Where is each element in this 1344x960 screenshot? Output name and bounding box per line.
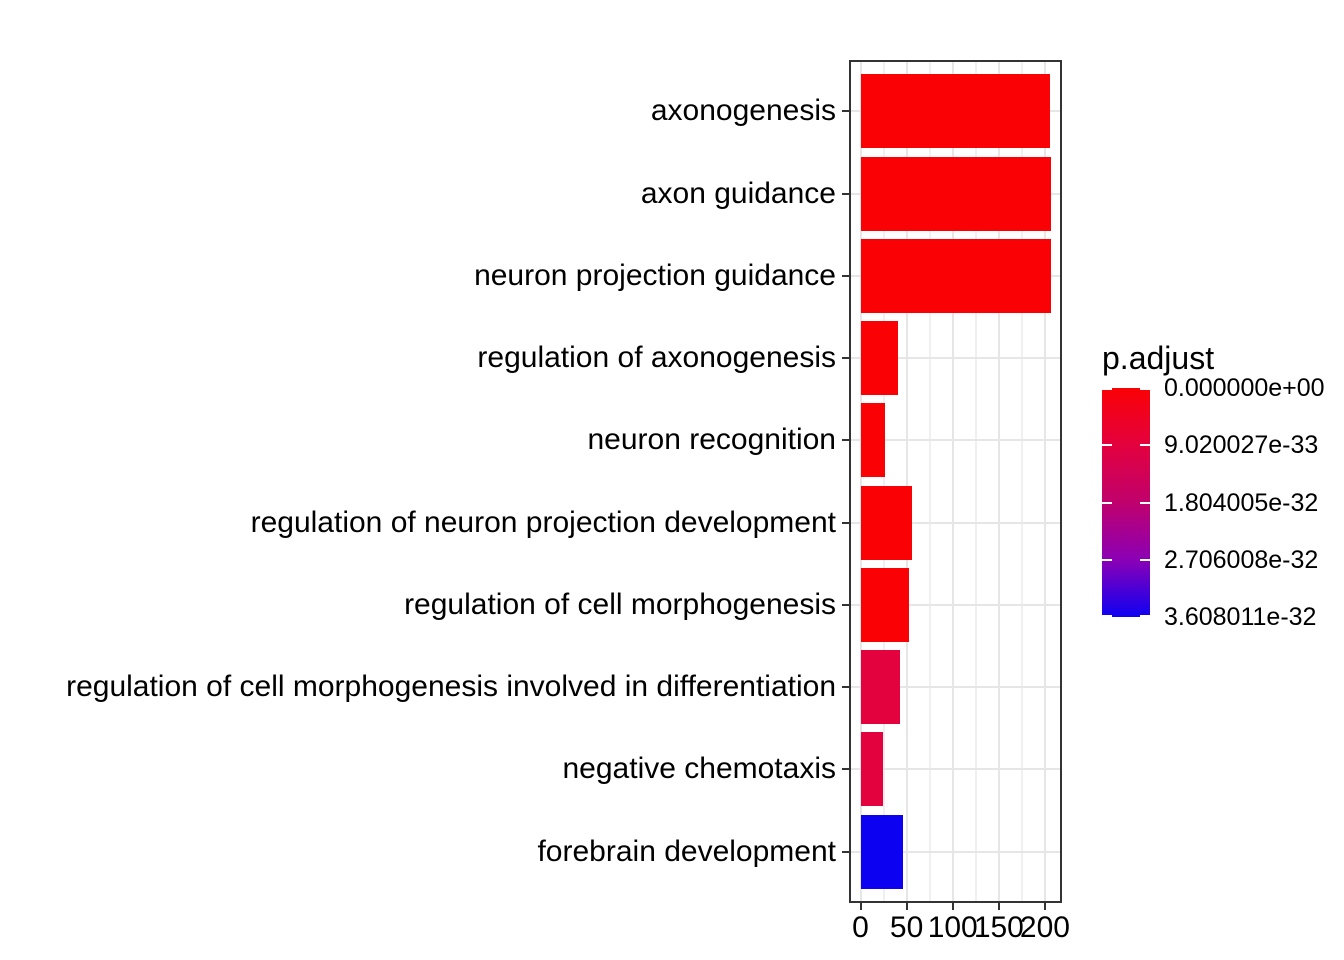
gridline-horizontal-major bbox=[851, 603, 1060, 606]
x-axis-tick bbox=[997, 901, 1000, 910]
legend-tick-right bbox=[1140, 558, 1150, 561]
bar-9 bbox=[860, 732, 883, 807]
bar-4 bbox=[860, 321, 899, 396]
y-axis-label: regulation of neuron projection developm… bbox=[250, 505, 836, 539]
y-axis-label: forebrain development bbox=[537, 834, 836, 868]
x-axis-tick-label: 50 bbox=[889, 911, 924, 944]
y-axis-tick bbox=[842, 439, 851, 442]
y-axis-label: regulation of cell morphogenesis involve… bbox=[66, 670, 836, 704]
y-axis-tick bbox=[842, 768, 851, 771]
bar-2 bbox=[860, 156, 1051, 231]
gridline-horizontal-major bbox=[851, 850, 1060, 853]
y-axis-tick bbox=[842, 521, 851, 524]
y-axis-label: neuron recognition bbox=[587, 423, 836, 457]
legend-tick-right bbox=[1140, 388, 1150, 390]
x-axis-tick bbox=[1043, 901, 1046, 910]
y-axis-tick bbox=[842, 357, 851, 360]
gridline-vertical-minor bbox=[974, 62, 977, 901]
legend-label: 1.804005e-32 bbox=[1164, 488, 1319, 517]
y-axis-tick bbox=[842, 603, 851, 606]
gridline-horizontal-major bbox=[851, 768, 1060, 771]
y-axis-label: regulation of axonogenesis bbox=[477, 341, 836, 375]
legend-gradient-bar bbox=[1102, 388, 1150, 617]
legend-tick-right bbox=[1140, 501, 1150, 504]
gridline-vertical-major bbox=[951, 62, 954, 901]
bar-8 bbox=[860, 650, 901, 725]
gridline-horizontal-major bbox=[851, 686, 1060, 689]
bar-3 bbox=[860, 238, 1051, 313]
bar-5 bbox=[860, 403, 886, 478]
gridline-vertical-minor bbox=[882, 62, 885, 901]
bar-10 bbox=[860, 814, 903, 889]
x-axis-tick bbox=[905, 901, 908, 910]
y-axis-label: regulation of cell morphogenesis bbox=[404, 587, 836, 621]
y-axis-tick bbox=[842, 110, 851, 113]
x-axis-tick-label: 150 bbox=[973, 911, 1024, 944]
x-axis-tick bbox=[859, 901, 862, 910]
gridline-vertical-major bbox=[905, 62, 908, 901]
y-axis-tick bbox=[842, 850, 851, 853]
legend-tick-left bbox=[1102, 615, 1112, 617]
x-axis-tick-label: 100 bbox=[927, 911, 978, 944]
bar-1 bbox=[860, 74, 1050, 149]
x-axis-tick bbox=[951, 901, 954, 910]
y-axis-label: negative chemotaxis bbox=[562, 752, 837, 786]
y-axis-label: neuron projection guidance bbox=[474, 258, 836, 292]
legend-tick-right bbox=[1140, 615, 1150, 617]
gridline-vertical-minor bbox=[1020, 62, 1023, 901]
legend-label: 0.000000e+00 bbox=[1164, 374, 1325, 402]
y-axis-label: axon guidance bbox=[640, 176, 836, 210]
y-axis-label: axonogenesis bbox=[650, 94, 836, 128]
gridline-horizontal-major bbox=[851, 439, 1060, 442]
bar-6 bbox=[860, 485, 913, 560]
legend-tick-left bbox=[1102, 444, 1112, 447]
gridline-vertical-minor bbox=[928, 62, 931, 901]
x-axis-tick-label: 200 bbox=[1019, 911, 1070, 944]
y-axis-tick bbox=[842, 274, 851, 277]
bar-7 bbox=[860, 567, 910, 642]
legend-label: 9.020027e-33 bbox=[1164, 431, 1319, 460]
legend-title: p.adjust bbox=[1102, 340, 1215, 376]
legend-tick-left bbox=[1102, 388, 1112, 390]
y-axis-tick bbox=[842, 686, 851, 689]
legend-label: 3.608011e-32 bbox=[1164, 603, 1317, 631]
legend-tick-left bbox=[1102, 558, 1112, 561]
legend-label: 2.706008e-32 bbox=[1164, 545, 1319, 574]
legend-tick-left bbox=[1102, 501, 1112, 504]
gridline-vertical-major bbox=[997, 62, 1000, 901]
x-axis-tick-label: 0 bbox=[852, 911, 869, 944]
legend-tick-right bbox=[1140, 444, 1150, 447]
gridline-vertical-major bbox=[859, 62, 862, 901]
y-axis-tick bbox=[842, 192, 851, 195]
gridline-horizontal-major bbox=[851, 521, 1060, 524]
plot-panel bbox=[851, 62, 1060, 901]
gridline-horizontal-major bbox=[851, 357, 1060, 360]
gridline-vertical-major bbox=[1043, 62, 1046, 901]
